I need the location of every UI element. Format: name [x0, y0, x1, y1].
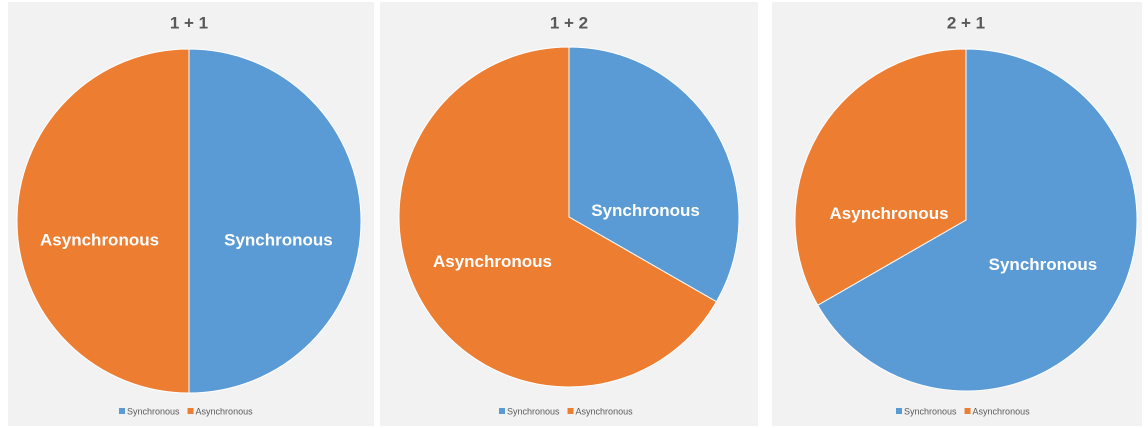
legend-label: Asynchronous	[973, 406, 1031, 416]
pie-slice	[188, 48, 362, 394]
slice-label: Asynchronous	[40, 230, 159, 249]
slice-label: Synchronous	[591, 201, 700, 220]
legend-swatch	[896, 408, 902, 414]
pie-slice	[398, 46, 718, 388]
legend-label: Asynchronous	[196, 406, 254, 416]
pie-slice	[568, 46, 740, 303]
legend-swatch	[499, 408, 505, 414]
chart-title: 1 + 1	[170, 13, 208, 32]
legend-label: Synchronous	[127, 406, 180, 416]
legend-label: Synchronous	[507, 406, 560, 416]
legend-label: Synchronous	[904, 406, 957, 416]
pie-slice	[817, 48, 1138, 392]
pie-slice	[16, 48, 190, 394]
pie-slice	[794, 48, 967, 306]
chart-title: 1 + 2	[550, 13, 588, 32]
slice-label: Synchronous	[989, 255, 1098, 274]
chart-title: 2 + 1	[947, 13, 985, 32]
legend-swatch	[119, 408, 125, 414]
slice-label: Asynchronous	[433, 252, 552, 271]
legend-label: Asynchronous	[576, 406, 634, 416]
legend-swatch	[964, 408, 971, 414]
legend-swatch	[187, 408, 194, 414]
slice-label: Asynchronous	[830, 204, 949, 223]
legend-swatch	[567, 408, 574, 414]
slice-label: Synchronous	[224, 230, 333, 249]
